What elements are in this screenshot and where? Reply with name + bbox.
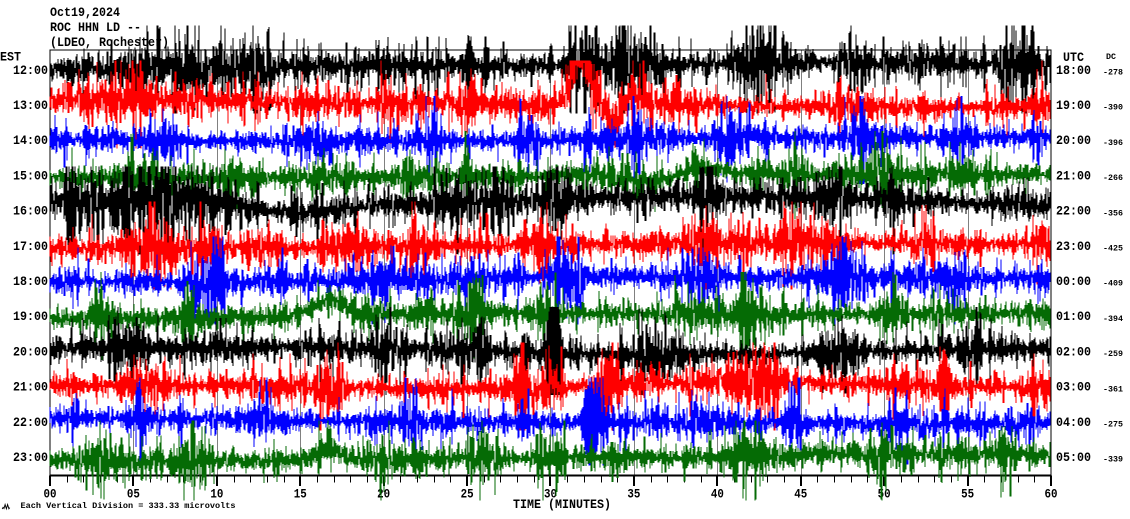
svg-text:12:00: 12:00 <box>13 64 48 78</box>
svg-text:13:00: 13:00 <box>13 99 48 113</box>
svg-text:20:00: 20:00 <box>1056 134 1091 148</box>
svg-text:UTC: UTC <box>1063 51 1084 65</box>
svg-text:15: 15 <box>294 488 307 502</box>
svg-text:-425: -425 <box>1103 244 1123 254</box>
svg-text:05:00: 05:00 <box>1056 451 1091 465</box>
svg-text:40: 40 <box>711 488 724 502</box>
svg-text:03:00: 03:00 <box>1056 381 1091 395</box>
svg-text:25: 25 <box>461 488 474 502</box>
svg-text:-356: -356 <box>1103 208 1123 218</box>
svg-text:22:00: 22:00 <box>1056 205 1091 219</box>
svg-text:18:00: 18:00 <box>13 275 48 289</box>
svg-text:-278: -278 <box>1103 68 1123 78</box>
svg-text:-275: -275 <box>1103 420 1123 430</box>
svg-text:15:00: 15:00 <box>13 169 48 183</box>
svg-text:-409: -409 <box>1103 279 1123 289</box>
svg-text:22:00: 22:00 <box>13 416 48 430</box>
svg-text:17:00: 17:00 <box>13 240 48 254</box>
svg-text:Oct19,2024: Oct19,2024 <box>50 6 120 20</box>
svg-text:02:00: 02:00 <box>1056 345 1091 359</box>
svg-text:19:00: 19:00 <box>13 310 48 324</box>
svg-text:-266: -266 <box>1103 173 1123 183</box>
svg-text:00:00: 00:00 <box>1056 275 1091 289</box>
svg-text:-394: -394 <box>1103 314 1123 324</box>
svg-text:-339: -339 <box>1103 455 1123 465</box>
svg-text:23:00: 23:00 <box>1056 240 1091 254</box>
svg-text:21:00: 21:00 <box>1056 169 1091 183</box>
svg-text:10: 10 <box>210 488 223 502</box>
svg-text:35: 35 <box>627 488 640 502</box>
svg-text:23:00: 23:00 <box>13 451 48 465</box>
svg-text:-259: -259 <box>1103 349 1123 359</box>
svg-text:20:00: 20:00 <box>13 345 48 359</box>
svg-text:04:00: 04:00 <box>1056 416 1091 430</box>
svg-text:Each Vertical Division = 333.: Each Vertical Division = 333.33 microvol… <box>21 501 236 511</box>
svg-text:19:00: 19:00 <box>1056 99 1091 113</box>
svg-text:-361: -361 <box>1103 384 1123 394</box>
svg-text:00: 00 <box>44 488 57 502</box>
svg-text:30: 30 <box>544 488 557 502</box>
svg-text:TIME (MINUTES): TIME (MINUTES) <box>513 498 611 512</box>
svg-text:14:00: 14:00 <box>13 134 48 148</box>
svg-text:-396: -396 <box>1103 138 1123 148</box>
svg-text:55: 55 <box>961 488 974 502</box>
svg-text:EST: EST <box>0 51 21 65</box>
svg-text:05: 05 <box>127 488 140 502</box>
svg-text:16:00: 16:00 <box>13 205 48 219</box>
svg-text:21:00: 21:00 <box>13 381 48 395</box>
svg-text:50: 50 <box>878 488 891 502</box>
svg-text:ROC HHN LD --: ROC HHN LD -- <box>50 21 141 35</box>
svg-text:DC: DC <box>1106 52 1116 62</box>
svg-text:60: 60 <box>1045 488 1058 502</box>
svg-text:01:00: 01:00 <box>1056 310 1091 324</box>
svg-text:(LDEO, Rochester): (LDEO, Rochester) <box>50 36 169 50</box>
svg-text:45: 45 <box>794 488 807 502</box>
svg-text:-390: -390 <box>1103 103 1123 113</box>
svg-text:18:00: 18:00 <box>1056 64 1091 78</box>
